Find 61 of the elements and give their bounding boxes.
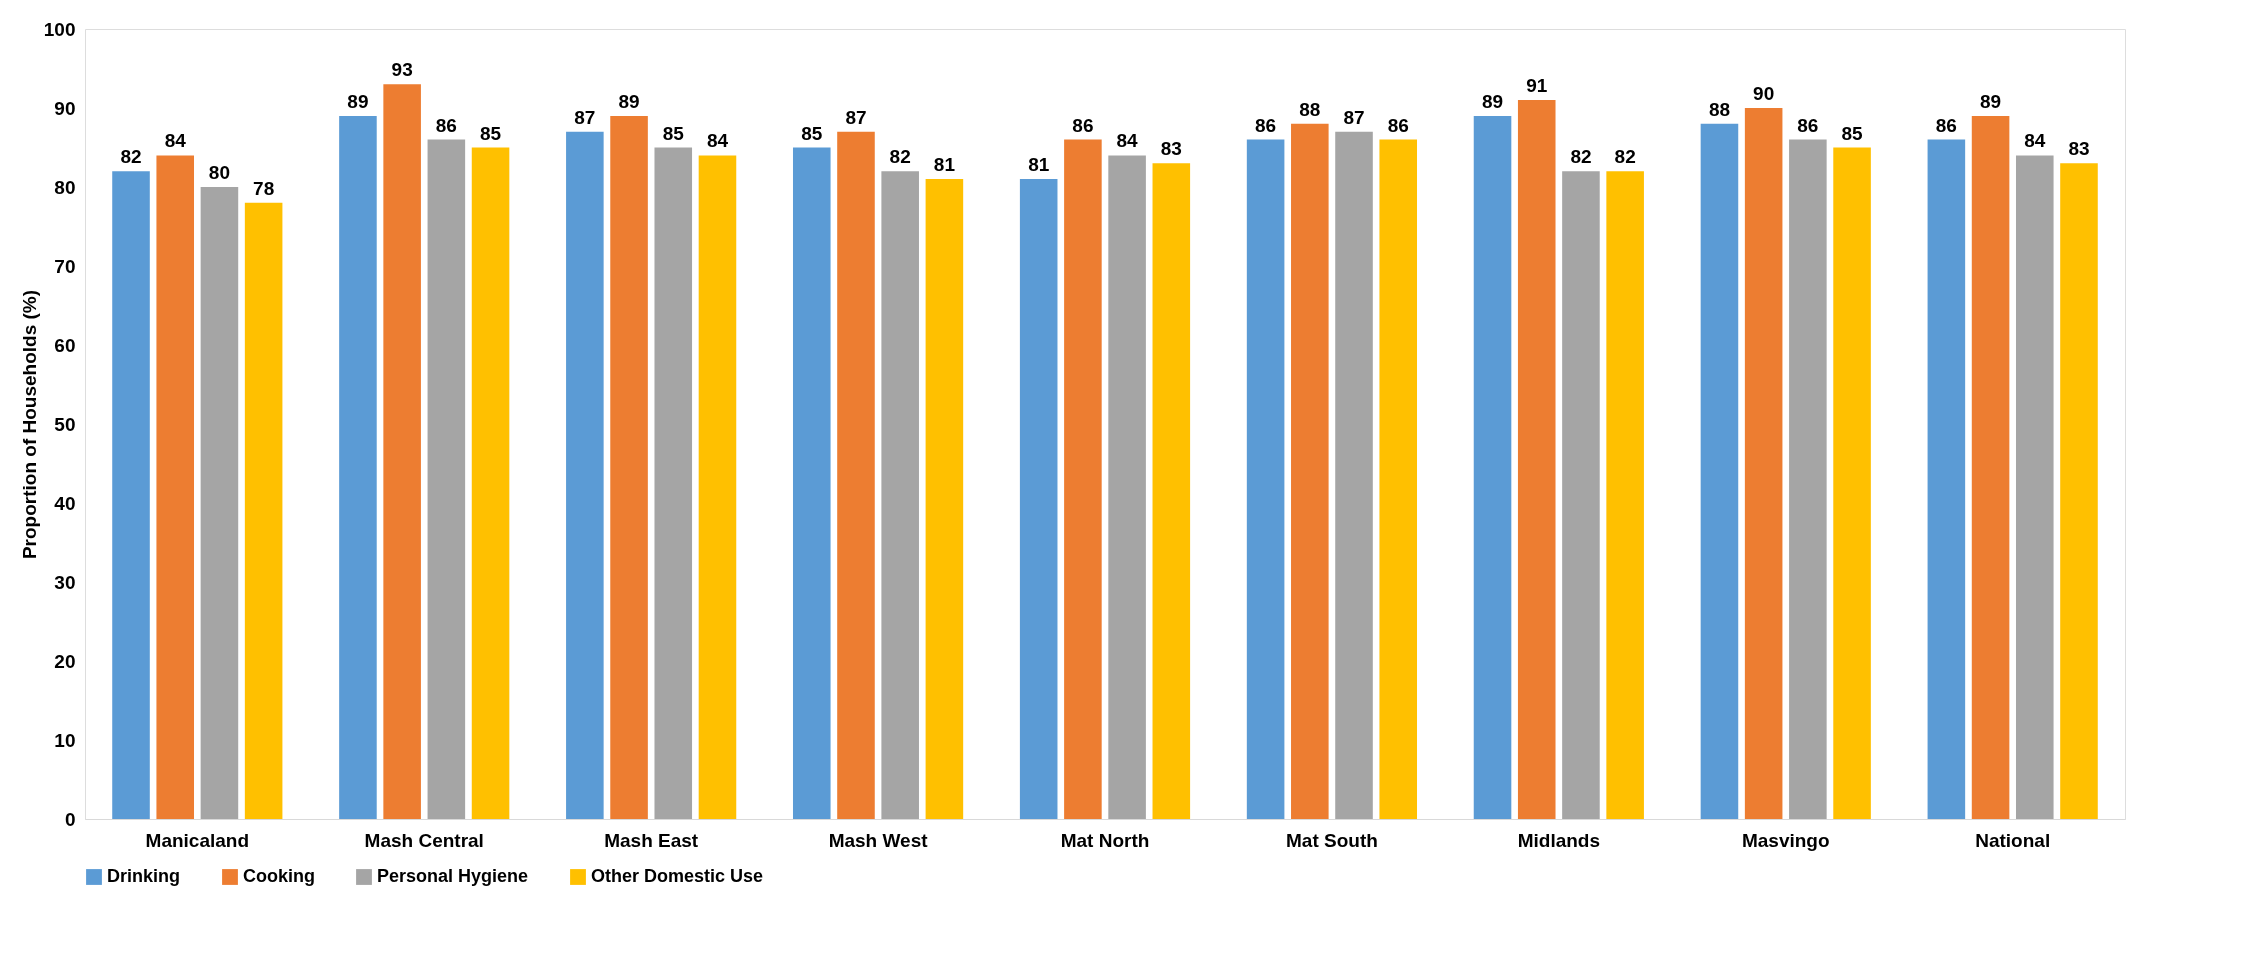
- data-label: 89: [1481, 90, 1504, 112]
- data-label: 81: [1028, 154, 1050, 176]
- x-tick-label: Mat South: [1286, 829, 1378, 851]
- data-label: 87: [574, 106, 596, 128]
- data-label: 84: [164, 130, 187, 152]
- data-label: 81: [933, 154, 956, 176]
- data-label: 89: [1980, 90, 2002, 112]
- x-tick-label: Mash East: [604, 829, 699, 851]
- data-label: 89: [618, 90, 640, 112]
- y-tick-label: 70: [54, 255, 76, 277]
- data-label: 83: [1160, 138, 1182, 160]
- x-tick-label: Masvingo: [1741, 829, 1830, 851]
- x-tick-label: Mat North: [1060, 829, 1150, 851]
- data-label: 85: [662, 122, 685, 144]
- legend-label: Drinking: [107, 866, 181, 886]
- data-label: 86: [1935, 114, 1957, 136]
- legend-label: Personal Hygiene: [377, 866, 529, 886]
- data-label: 87: [845, 106, 867, 128]
- data-label: 86: [1797, 114, 1819, 136]
- y-tick-label: 100: [43, 18, 76, 40]
- data-label: 87: [1343, 106, 1365, 128]
- legend-label: Cooking: [243, 866, 315, 886]
- y-tick-label: 20: [54, 650, 76, 672]
- y-tick-label: 50: [54, 413, 76, 435]
- y-tick-label: 80: [54, 176, 76, 198]
- data-label: 91: [1526, 75, 1548, 97]
- x-tick-label: National: [1975, 829, 2051, 851]
- data-label: 83: [2068, 138, 2090, 160]
- data-label: 88: [1708, 98, 1731, 120]
- x-tick-label: Midlands: [1517, 829, 1601, 851]
- data-label: 85: [1841, 122, 1864, 144]
- data-label: 82: [889, 146, 911, 168]
- legend-label: Other Domestic Use: [591, 866, 764, 886]
- y-tick-label: 40: [54, 492, 76, 514]
- y-tick-label: 10: [54, 729, 76, 751]
- x-tick-label: Mash Central: [364, 829, 484, 851]
- data-label: 86: [1255, 114, 1277, 136]
- data-label: 86: [1072, 114, 1094, 136]
- data-label: 84: [2024, 130, 2046, 152]
- data-label: 82: [120, 146, 142, 168]
- data-label: 86: [435, 114, 457, 136]
- y-tick-label: 90: [54, 97, 76, 119]
- data-label: 84: [706, 130, 729, 152]
- data-label: 85: [801, 122, 823, 144]
- data-label: 80: [208, 162, 230, 183]
- data-label: 84: [1116, 130, 1139, 152]
- data-label: 82: [1614, 146, 1636, 168]
- data-label: 90: [1753, 83, 1775, 104]
- y-tick-label: 60: [54, 334, 76, 356]
- data-label: 85: [479, 122, 502, 144]
- y-axis-title: Proportion of Households (%): [18, 289, 40, 560]
- x-tick-label: Manicaland: [145, 829, 250, 851]
- data-label: 82: [1570, 146, 1592, 168]
- data-label: 89: [347, 90, 369, 112]
- data-label: 86: [1387, 114, 1409, 136]
- x-tick-label: Mash West: [828, 829, 929, 851]
- y-tick-label: 0: [64, 808, 76, 830]
- data-label: 78: [253, 177, 275, 199]
- data-label: 93: [391, 59, 413, 81]
- y-tick-label: 30: [54, 571, 76, 593]
- data-label: 88: [1299, 98, 1321, 120]
